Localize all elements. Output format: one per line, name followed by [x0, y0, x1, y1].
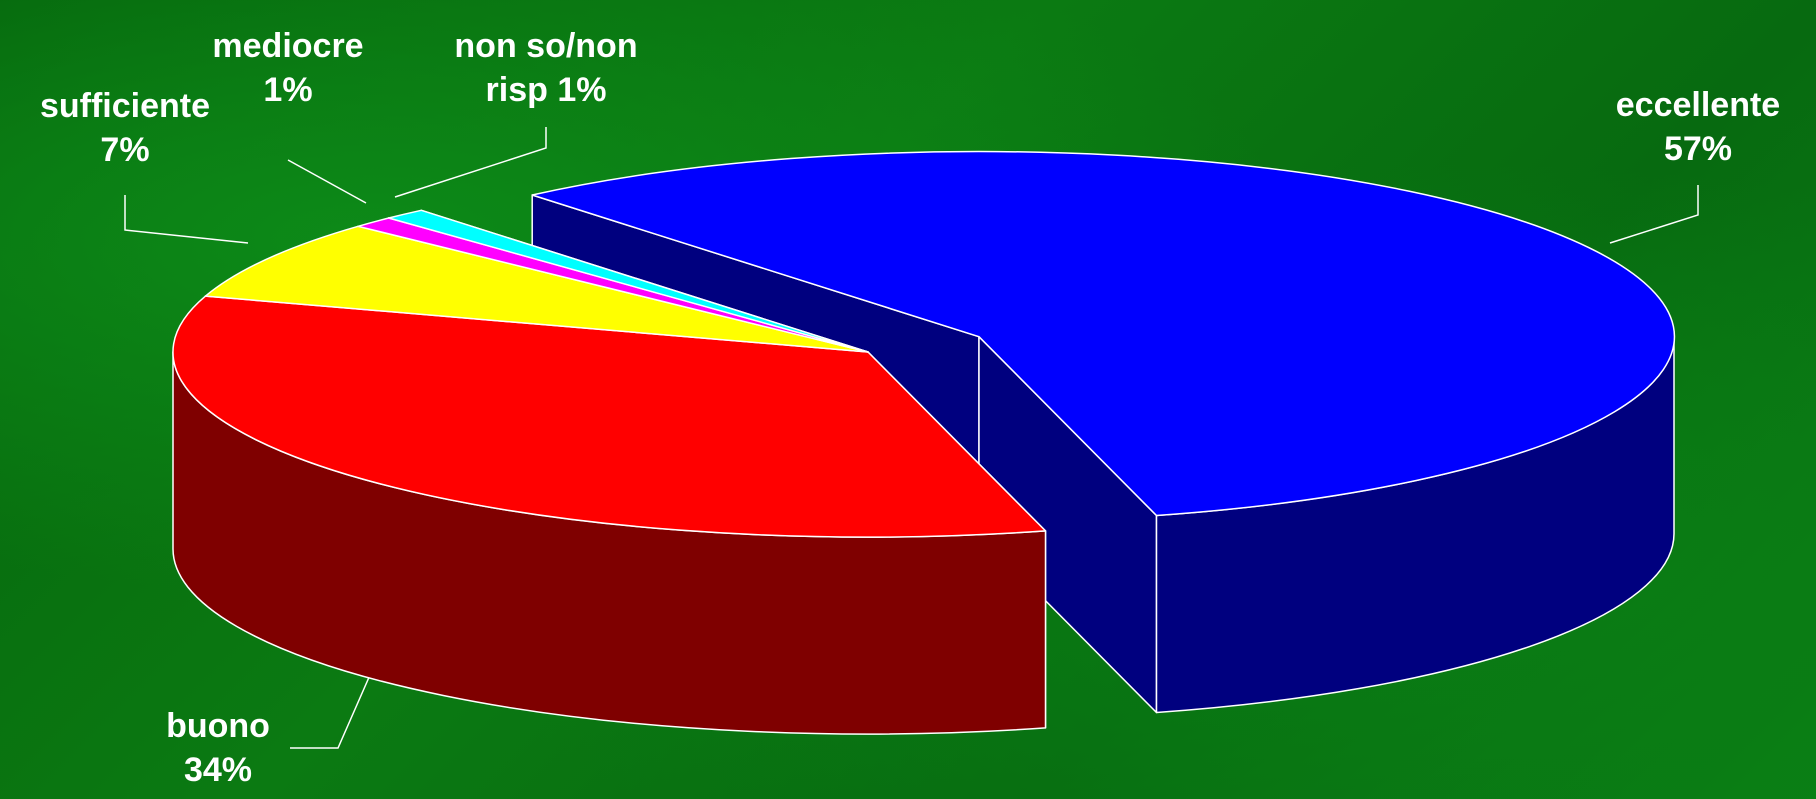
slice-top [387, 209, 869, 353]
slice-top [531, 150, 1676, 517]
value-label: 34% [183, 751, 253, 789]
value-label: 1% [263, 71, 313, 109]
slice-label: non so/non risp 1% [421, 24, 671, 112]
value-label: 57% [1663, 130, 1733, 168]
leader-line [394, 127, 547, 198]
leader-line [290, 674, 371, 749]
slice-top [172, 295, 1047, 538]
slice-label: mediocre 1% [188, 24, 388, 112]
slice-top [204, 225, 869, 353]
leader-line [287, 159, 367, 204]
category-label: sufficiente [39, 87, 211, 125]
category-label: non so/non risp [454, 27, 638, 109]
leader-line [1609, 185, 1699, 244]
value-label: 1% [557, 71, 607, 109]
category-label: eccellente [1615, 86, 1781, 124]
slice-label: eccellente 57% [1588, 83, 1808, 171]
slice-label: buono 34% [148, 704, 288, 792]
value-label: 7% [100, 131, 150, 169]
category-label: mediocre [212, 27, 364, 65]
slice-label: sufficiente 7% [15, 84, 235, 172]
category-label: buono [166, 707, 270, 745]
leader-line [124, 195, 249, 244]
